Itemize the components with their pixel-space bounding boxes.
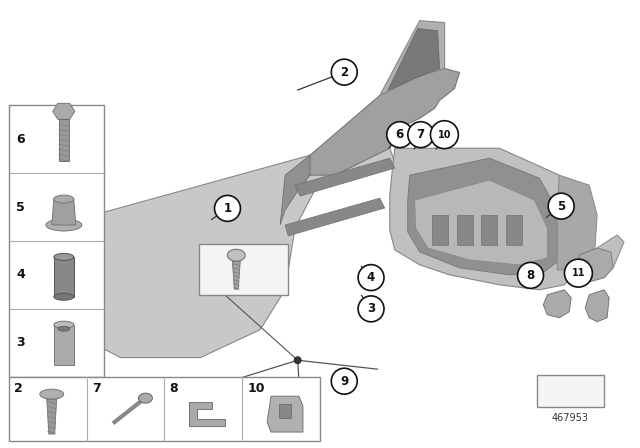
- Text: 7: 7: [92, 382, 100, 395]
- Text: 3: 3: [16, 336, 24, 349]
- Circle shape: [332, 368, 357, 394]
- Text: 10: 10: [438, 129, 451, 140]
- Ellipse shape: [54, 195, 74, 203]
- Polygon shape: [380, 21, 445, 95]
- Text: 2: 2: [340, 66, 348, 79]
- Polygon shape: [280, 155, 310, 225]
- Circle shape: [408, 122, 434, 148]
- Circle shape: [358, 265, 384, 291]
- Polygon shape: [54, 257, 74, 297]
- Text: 8: 8: [527, 269, 534, 282]
- Polygon shape: [53, 103, 75, 119]
- Ellipse shape: [40, 389, 64, 399]
- Polygon shape: [54, 325, 74, 365]
- Bar: [279, 404, 291, 418]
- Text: 7: 7: [417, 128, 425, 141]
- Text: 1: 1: [223, 202, 232, 215]
- Polygon shape: [267, 396, 303, 432]
- Text: 2: 2: [14, 382, 22, 395]
- Polygon shape: [56, 148, 395, 358]
- Bar: [431, 215, 447, 245]
- Bar: [456, 215, 472, 245]
- Bar: [9, 376, 320, 441]
- Text: 467953: 467953: [552, 413, 589, 423]
- Bar: [199, 244, 288, 296]
- Polygon shape: [285, 198, 385, 236]
- Circle shape: [332, 59, 357, 85]
- Polygon shape: [52, 199, 76, 225]
- Ellipse shape: [227, 249, 245, 261]
- Bar: [506, 215, 522, 245]
- Polygon shape: [597, 235, 624, 268]
- Text: 4: 4: [16, 268, 25, 281]
- Text: 6: 6: [16, 133, 24, 146]
- Polygon shape: [295, 158, 395, 196]
- Polygon shape: [189, 402, 225, 426]
- Bar: [59, 119, 68, 161]
- Polygon shape: [585, 290, 609, 322]
- Text: 4: 4: [367, 271, 375, 284]
- Circle shape: [358, 296, 384, 322]
- Polygon shape: [415, 180, 547, 265]
- Bar: [537, 375, 604, 407]
- Polygon shape: [390, 148, 579, 290]
- Text: 5: 5: [557, 200, 565, 213]
- Text: 10: 10: [247, 382, 265, 395]
- Ellipse shape: [138, 393, 152, 403]
- Text: 3: 3: [367, 302, 375, 315]
- Polygon shape: [47, 399, 57, 434]
- Circle shape: [387, 122, 413, 148]
- Polygon shape: [232, 261, 240, 289]
- Text: 5: 5: [16, 201, 25, 214]
- Circle shape: [294, 356, 301, 364]
- Text: 11: 11: [572, 268, 585, 278]
- Ellipse shape: [54, 321, 74, 328]
- Polygon shape: [579, 248, 613, 282]
- Ellipse shape: [58, 326, 70, 331]
- Polygon shape: [408, 158, 557, 275]
- Polygon shape: [388, 29, 440, 90]
- Polygon shape: [557, 175, 597, 270]
- Circle shape: [564, 259, 593, 287]
- Ellipse shape: [54, 254, 74, 260]
- Ellipse shape: [54, 293, 74, 300]
- Text: 8: 8: [170, 382, 178, 395]
- Polygon shape: [543, 290, 572, 318]
- Text: 9: 9: [340, 375, 348, 388]
- Circle shape: [518, 263, 543, 289]
- Text: 6: 6: [396, 128, 404, 141]
- Circle shape: [214, 195, 241, 221]
- Circle shape: [548, 193, 574, 219]
- Bar: [9, 105, 104, 376]
- Polygon shape: [300, 69, 460, 175]
- Circle shape: [431, 121, 458, 149]
- Bar: [481, 215, 497, 245]
- Ellipse shape: [46, 219, 82, 231]
